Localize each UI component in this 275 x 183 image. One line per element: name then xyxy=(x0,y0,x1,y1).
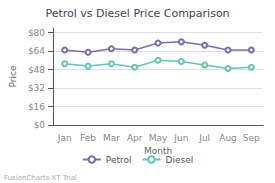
svg-text:May: May xyxy=(149,133,168,143)
svg-text:$64: $64 xyxy=(28,46,45,56)
svg-text:$80: $80 xyxy=(28,28,45,38)
svg-text:Petrol vs Diesel Price Compari: Petrol vs Diesel Price Comparison xyxy=(45,7,229,20)
svg-text:Jan: Jan xyxy=(57,133,72,143)
svg-text:Feb: Feb xyxy=(80,133,96,143)
svg-text:Diesel: Diesel xyxy=(165,155,193,165)
svg-text:Month: Month xyxy=(143,146,173,157)
svg-text:Jul: Jul xyxy=(198,133,210,143)
svg-text:Sep: Sep xyxy=(243,133,260,143)
svg-text:Price: Price xyxy=(8,65,18,87)
svg-text:Apr: Apr xyxy=(127,133,143,143)
svg-text:$48: $48 xyxy=(28,65,45,75)
svg-text:$32: $32 xyxy=(28,83,45,93)
svg-text:Jun: Jun xyxy=(173,133,188,143)
svg-text:FusionCharts XT Trial: FusionCharts XT Trial xyxy=(4,174,77,182)
svg-text:Aug: Aug xyxy=(219,133,237,143)
svg-text:$0: $0 xyxy=(34,120,46,130)
svg-text:Mar: Mar xyxy=(103,133,120,143)
svg-text:Petrol: Petrol xyxy=(106,155,132,165)
svg-text:$16: $16 xyxy=(28,102,45,112)
